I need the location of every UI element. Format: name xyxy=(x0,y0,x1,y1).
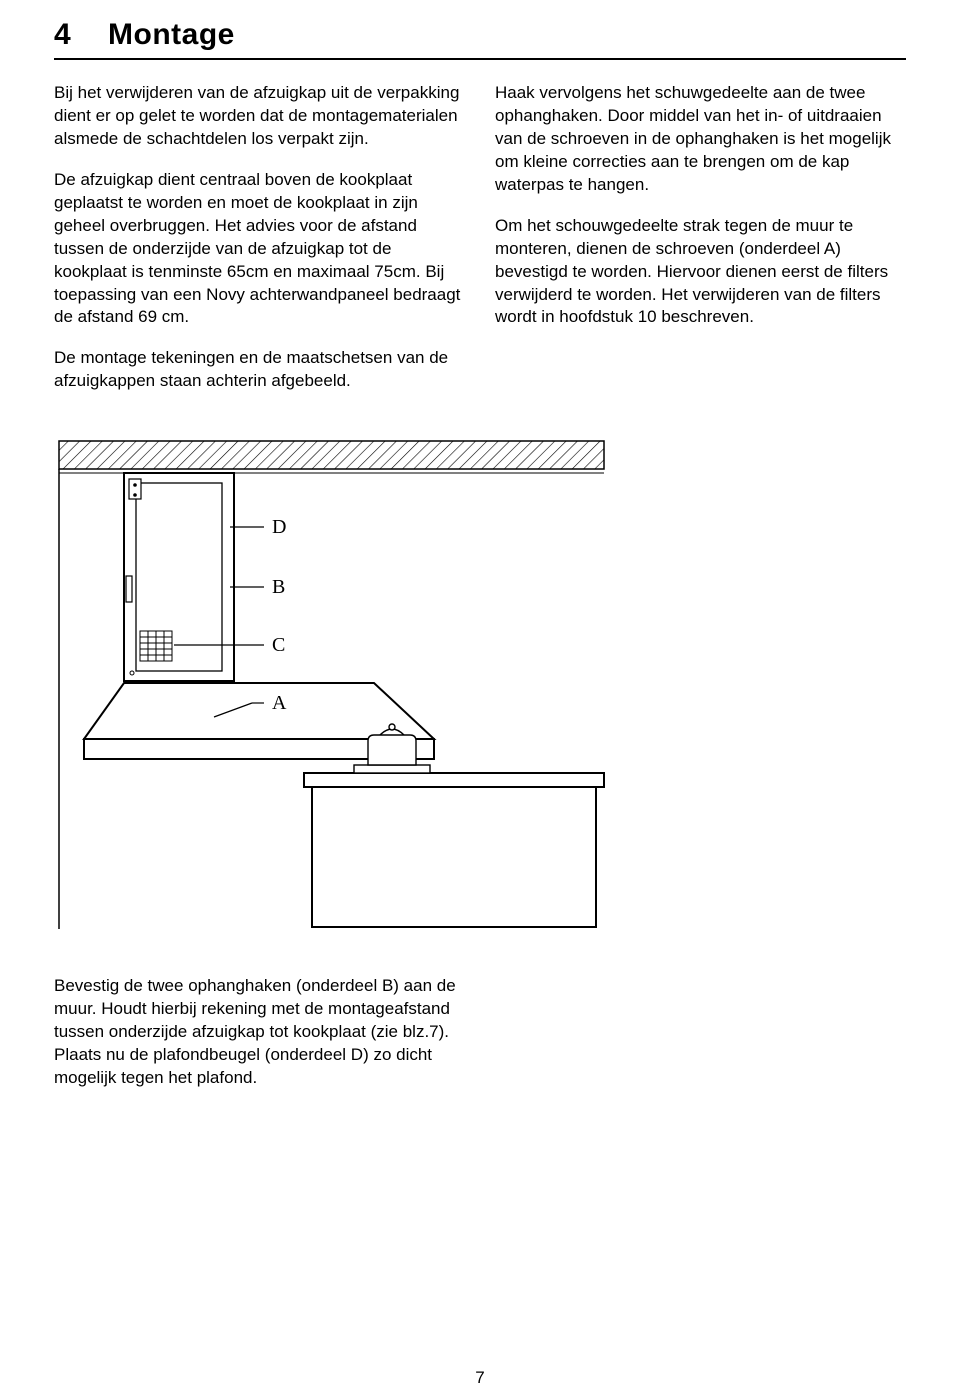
right-p2: Om het schouwgedeelte strak tegen de muu… xyxy=(495,215,906,330)
left-p1: Bij het verwijderen van de afzuigkap uit… xyxy=(54,82,465,151)
left-p3: De montage tekeningen en de maatschetsen… xyxy=(54,347,465,393)
diagram-label-b: B xyxy=(272,576,285,598)
left-column: Bij het verwijderen van de afzuigkap uit… xyxy=(54,82,465,411)
bottom-text: Bevestig de twee ophanghaken (onderdeel … xyxy=(54,975,480,1090)
page-number: 7 xyxy=(0,1368,960,1388)
left-p2: De afzuigkap dient centraal boven de koo… xyxy=(54,169,465,330)
installation-diagram: D B C A xyxy=(54,421,906,941)
heading-title: Montage xyxy=(108,18,235,52)
two-column-text: Bij het verwijderen van de afzuigkap uit… xyxy=(54,82,906,411)
page: 4 Montage Bij het verwijderen van de afz… xyxy=(0,0,960,1400)
right-column: Haak vervolgens het schuwgedeelte aan de… xyxy=(495,82,906,411)
diagram-label-c: C xyxy=(272,634,285,656)
section-heading: 4 Montage xyxy=(54,18,906,52)
diagram-label-a: A xyxy=(272,692,287,714)
right-p1: Haak vervolgens het schuwgedeelte aan de… xyxy=(495,82,906,197)
bottom-p1: Bevestig de twee ophanghaken (onderdeel … xyxy=(54,975,480,1090)
diagram-svg: D B C A xyxy=(54,421,614,941)
heading-rule xyxy=(54,58,906,60)
diagram-label-d: D xyxy=(272,516,286,538)
heading-number: 4 xyxy=(54,18,80,52)
